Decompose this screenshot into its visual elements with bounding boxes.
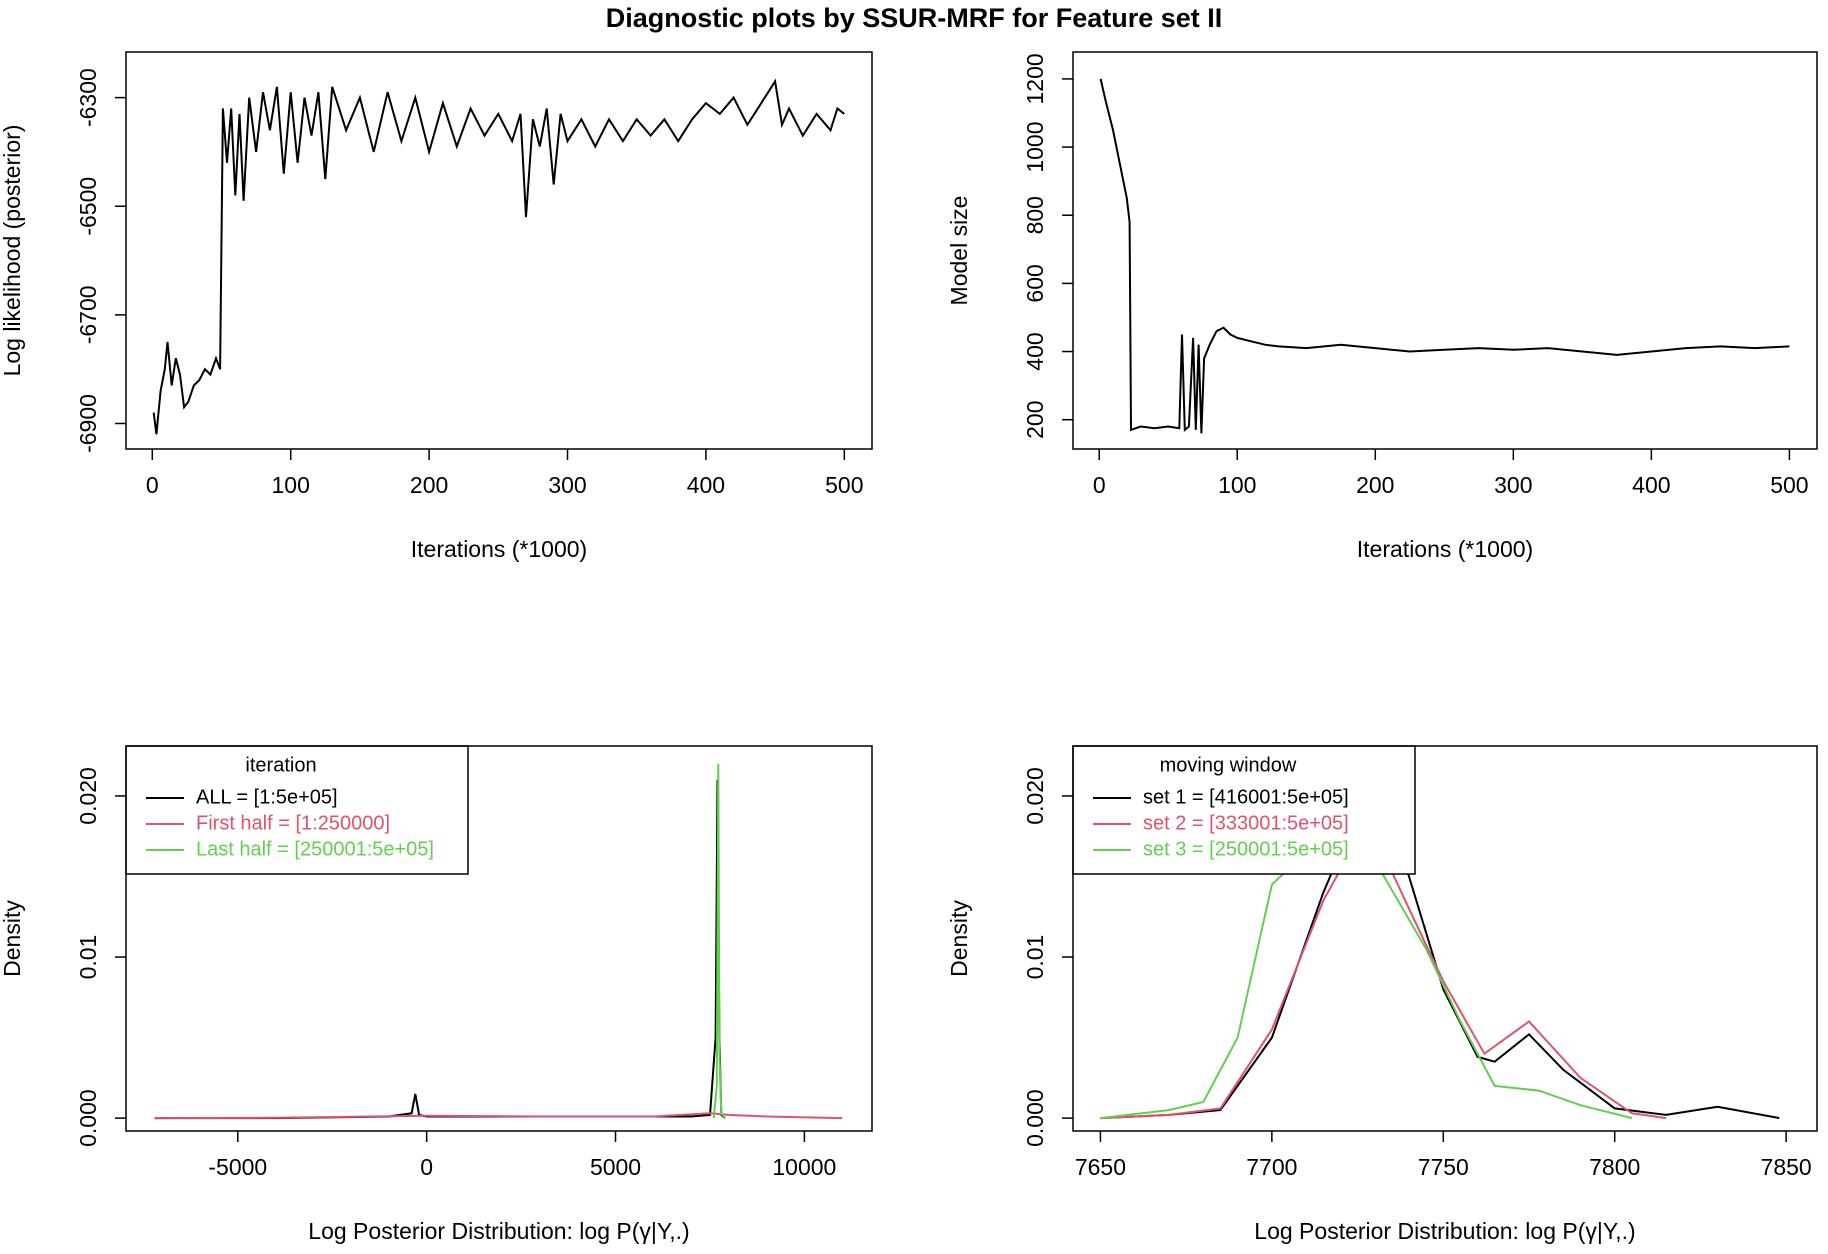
y-axis-label: Log likelihood (posterior) bbox=[0, 125, 25, 377]
y-tick-label: 0.020 bbox=[75, 767, 101, 825]
x-tick-label: 5000 bbox=[590, 1154, 641, 1180]
x-tick-label: 0 bbox=[146, 472, 159, 498]
x-tick-label: 100 bbox=[1218, 472, 1256, 498]
x-tick-label: 400 bbox=[1632, 472, 1670, 498]
x-tick-label: 300 bbox=[548, 472, 586, 498]
x-tick-label: 200 bbox=[1356, 472, 1394, 498]
y-tick-label: 0.000 bbox=[1022, 1089, 1048, 1147]
figure-title: Diagnostic plots by SSUR-MRF for Feature… bbox=[606, 3, 1223, 33]
x-tick-label: 7750 bbox=[1418, 1154, 1469, 1180]
x-tick-label: 200 bbox=[410, 472, 448, 498]
legend-label: set 1 = [416001:5e+05] bbox=[1143, 786, 1349, 808]
legend-label: ALL = [1:5e+05] bbox=[196, 786, 338, 808]
y-tick-label: -6900 bbox=[75, 394, 101, 453]
x-tick-label: 7800 bbox=[1589, 1154, 1640, 1180]
x-tick-label: 400 bbox=[687, 472, 725, 498]
y-tick-label: -6700 bbox=[75, 285, 101, 344]
y-tick-label: 200 bbox=[1022, 401, 1048, 439]
x-tick-label: 500 bbox=[825, 472, 863, 498]
y-tick-label: 0.000 bbox=[75, 1089, 101, 1147]
y-tick-label: 0.020 bbox=[1022, 767, 1048, 825]
legend-label: Last half = [250001:5e+05] bbox=[196, 838, 434, 860]
y-tick-label: 1000 bbox=[1022, 121, 1048, 172]
legend-label: set 2 = [333001:5e+05] bbox=[1143, 812, 1349, 834]
y-tick-label: 0.01 bbox=[1022, 935, 1048, 980]
y-axis-label: Density bbox=[946, 900, 972, 977]
y-axis-label: Model size bbox=[946, 196, 972, 306]
y-tick-label: 600 bbox=[1022, 264, 1048, 302]
plot-frame bbox=[1072, 745, 1818, 1132]
x-tick-label: 300 bbox=[1494, 472, 1532, 498]
x-tick-label: 0 bbox=[1093, 472, 1106, 498]
y-tick-label: 800 bbox=[1022, 196, 1048, 234]
x-tick-label: 7700 bbox=[1246, 1154, 1297, 1180]
data-line bbox=[152, 78, 845, 435]
legend-title: iteration bbox=[245, 754, 316, 776]
x-tick-label: 7650 bbox=[1075, 1154, 1126, 1180]
plot-frame bbox=[125, 51, 873, 450]
plot-frame bbox=[1072, 51, 1818, 450]
x-tick-label: 0 bbox=[420, 1154, 433, 1180]
legend-label: set 3 = [250001:5e+05] bbox=[1143, 838, 1349, 860]
data-line bbox=[1100, 817, 1667, 1120]
plot-frame bbox=[125, 745, 873, 1132]
x-axis-label: Log Posterior Distribution: log P(γ|Y,.) bbox=[1254, 1218, 1635, 1244]
x-tick-label: -5000 bbox=[208, 1154, 267, 1180]
x-tick-label: 7850 bbox=[1761, 1154, 1812, 1180]
y-tick-label: 0.01 bbox=[75, 935, 101, 980]
y-tick-label: -6300 bbox=[75, 68, 101, 127]
x-axis-label: Log Posterior Distribution: log P(γ|Y,.) bbox=[308, 1218, 689, 1244]
y-tick-label: 400 bbox=[1022, 332, 1048, 370]
x-tick-label: 100 bbox=[272, 472, 310, 498]
x-tick-label: 500 bbox=[1770, 472, 1808, 498]
legend-box bbox=[125, 745, 469, 875]
data-line bbox=[1099, 78, 1790, 434]
data-line bbox=[154, 1112, 843, 1120]
data-line bbox=[712, 763, 726, 1119]
legend-label: First half = [1:250000] bbox=[196, 812, 390, 834]
y-tick-label: 1200 bbox=[1022, 53, 1048, 104]
x-axis-label: Iterations (*1000) bbox=[1357, 536, 1533, 562]
y-axis-label: Density bbox=[0, 900, 25, 977]
x-axis-label: Iterations (*1000) bbox=[411, 536, 587, 562]
y-tick-label: -6500 bbox=[75, 177, 101, 236]
x-tick-label: 10000 bbox=[772, 1154, 836, 1180]
legend-title: moving window bbox=[1160, 754, 1297, 776]
